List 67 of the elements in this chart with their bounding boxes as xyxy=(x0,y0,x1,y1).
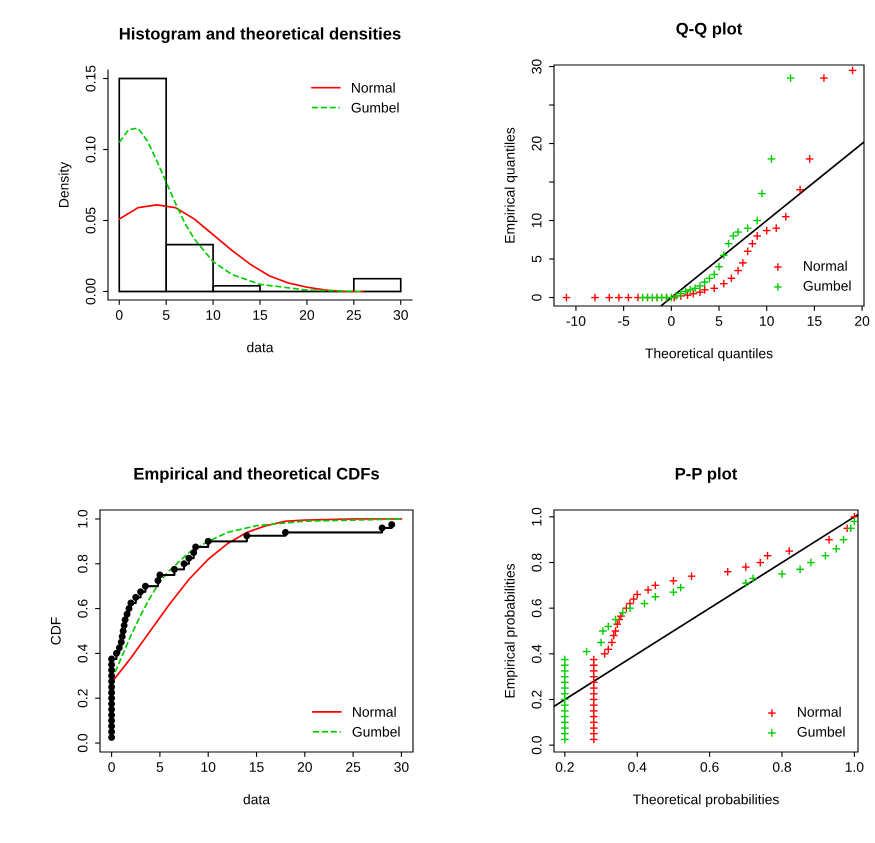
y-tick-label: 10 xyxy=(532,213,542,228)
y-tick-label: 0.15 xyxy=(86,66,96,92)
x-tick-label: 15 xyxy=(808,316,822,326)
x-tick-label: 25 xyxy=(346,762,360,772)
y-tick-label: 1.0 xyxy=(532,508,542,526)
y-axis-title: Empirical quantiles xyxy=(504,128,518,243)
y-tick-label: 0.0 xyxy=(532,736,542,754)
legend-label: Gumbel xyxy=(352,726,400,737)
x-tick-label: 15 xyxy=(250,762,264,772)
x-tick-label: 10 xyxy=(202,762,216,772)
legend-label: Gumbel xyxy=(804,280,851,291)
x-tick-label: 10 xyxy=(760,316,774,326)
x-tick-label: 20 xyxy=(300,310,314,320)
y-tick-label: 20 xyxy=(532,136,542,151)
x-tick-label: 15 xyxy=(253,310,268,320)
x-tick-label: 0.4 xyxy=(628,762,646,772)
chart-title: Empirical and theoretical CDFs xyxy=(134,467,380,483)
y-axis-title: CDF xyxy=(50,617,61,645)
x-tick-label: 20 xyxy=(298,762,312,772)
x-tick-label: 25 xyxy=(346,310,361,320)
y-axis-title: Empirical probabilities xyxy=(504,564,518,698)
y-tick-label: 0.8 xyxy=(532,553,542,572)
y-tick-label: 1.0 xyxy=(78,510,88,528)
y-tick-label: 0.4 xyxy=(78,644,88,663)
x-axis-title: data xyxy=(247,342,274,352)
x-tick-label: -5 xyxy=(618,316,630,326)
y-tick-label: 0.2 xyxy=(78,689,88,708)
x-tick-label: 30 xyxy=(394,762,409,772)
legend-label: Normal xyxy=(798,706,841,717)
legend-label: Gumbel xyxy=(352,102,399,113)
x-tick-label: 0.2 xyxy=(556,762,574,772)
y-tick-label: 0.00 xyxy=(86,278,96,304)
y-tick-label: 0.2 xyxy=(532,690,542,709)
legend-label: Normal xyxy=(804,260,847,271)
x-tick-label: -10 xyxy=(566,316,586,326)
y-tick-label: 0.6 xyxy=(78,600,88,618)
y-axis-title: Density xyxy=(58,162,72,208)
y-tick-label: 0.4 xyxy=(532,644,542,663)
x-tick-label: 0.8 xyxy=(772,762,792,772)
y-tick-label: 0.8 xyxy=(78,554,88,573)
x-tick-label: 20 xyxy=(855,316,870,326)
x-tick-label: 0.6 xyxy=(700,762,719,772)
legend-label: Normal xyxy=(353,706,396,717)
chart-title: P-P plot xyxy=(676,467,738,483)
x-tick-label: 0 xyxy=(668,316,675,326)
chart-title: Q-Q plot xyxy=(676,22,742,38)
x-tick-label: 1.0 xyxy=(846,762,864,772)
y-tick-label: 5 xyxy=(532,256,542,262)
x-tick-label: 0 xyxy=(108,762,115,772)
y-tick-label: 0.05 xyxy=(86,208,96,234)
y-tick-label: 0 xyxy=(532,294,542,301)
y-tick-label: 30 xyxy=(532,59,542,74)
x-tick-label: 30 xyxy=(394,310,408,320)
y-tick-label: 0.10 xyxy=(86,136,96,162)
x-tick-label: 10 xyxy=(206,310,220,320)
chart-title: Histogram and theoretical densities xyxy=(120,27,401,43)
x-axis-title: Theoretical probabilities xyxy=(632,794,779,808)
legend-label: Gumbel xyxy=(798,726,845,737)
x-tick-label: 5 xyxy=(716,316,722,326)
x-tick-label: 5 xyxy=(162,310,170,320)
y-tick-label: 0.0 xyxy=(78,734,88,752)
x-axis-title: data xyxy=(244,794,270,804)
legend-label: Normal xyxy=(352,82,395,93)
x-tick-label: 0 xyxy=(116,310,123,320)
x-axis-title: Theoretical quantiles xyxy=(645,348,773,362)
y-tick-label: 0.6 xyxy=(532,599,542,618)
x-tick-label: 5 xyxy=(156,762,164,772)
